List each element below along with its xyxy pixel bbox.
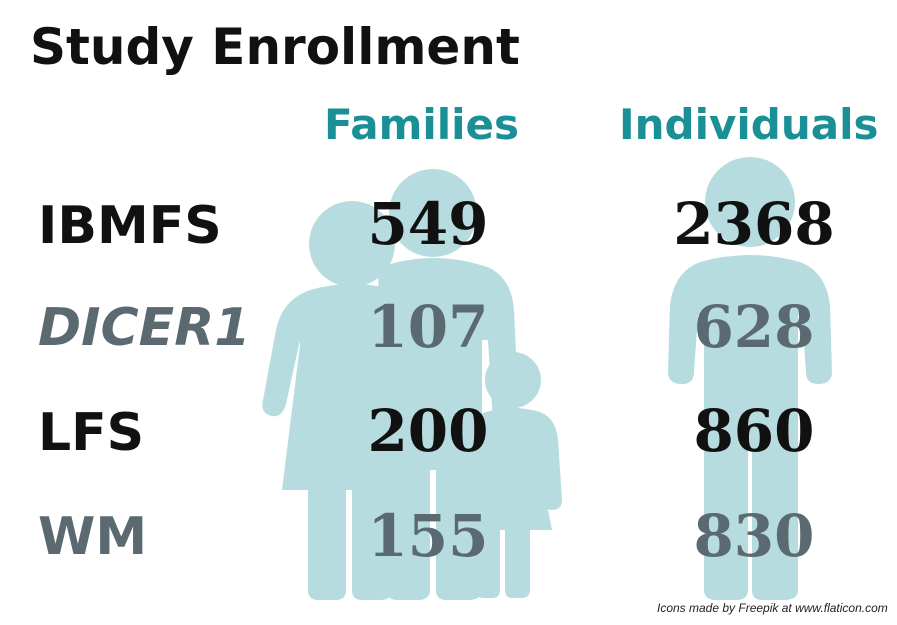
child-figure-icon [454, 352, 562, 598]
row-label-dicer1: DICER1 [38, 298, 251, 358]
person-icon [668, 157, 832, 600]
families-value-ibmfs: 549 [367, 190, 489, 258]
column-header-families: Families [324, 100, 520, 149]
row-label-ibmfs: IBMFS [38, 196, 222, 256]
families-value-dicer1: 107 [367, 293, 489, 361]
row-label-wm: WM [38, 507, 148, 567]
column-header-individuals: Individuals [619, 100, 879, 149]
families-value-wm: 155 [367, 502, 489, 570]
icon-credit: Icons made by Freepik at www.flaticon.co… [657, 601, 888, 615]
families-value-lfs: 200 [367, 397, 489, 465]
row-label-lfs: LFS [38, 403, 145, 463]
page-title: Study Enrollment [30, 18, 520, 76]
woman-figure-icon [262, 201, 441, 600]
individuals-value-dicer1: 628 [693, 293, 815, 361]
individuals-value-lfs: 860 [693, 397, 815, 465]
family-icon [262, 169, 562, 600]
individuals-value-ibmfs: 2368 [673, 190, 835, 258]
individuals-value-wm: 830 [693, 502, 815, 570]
